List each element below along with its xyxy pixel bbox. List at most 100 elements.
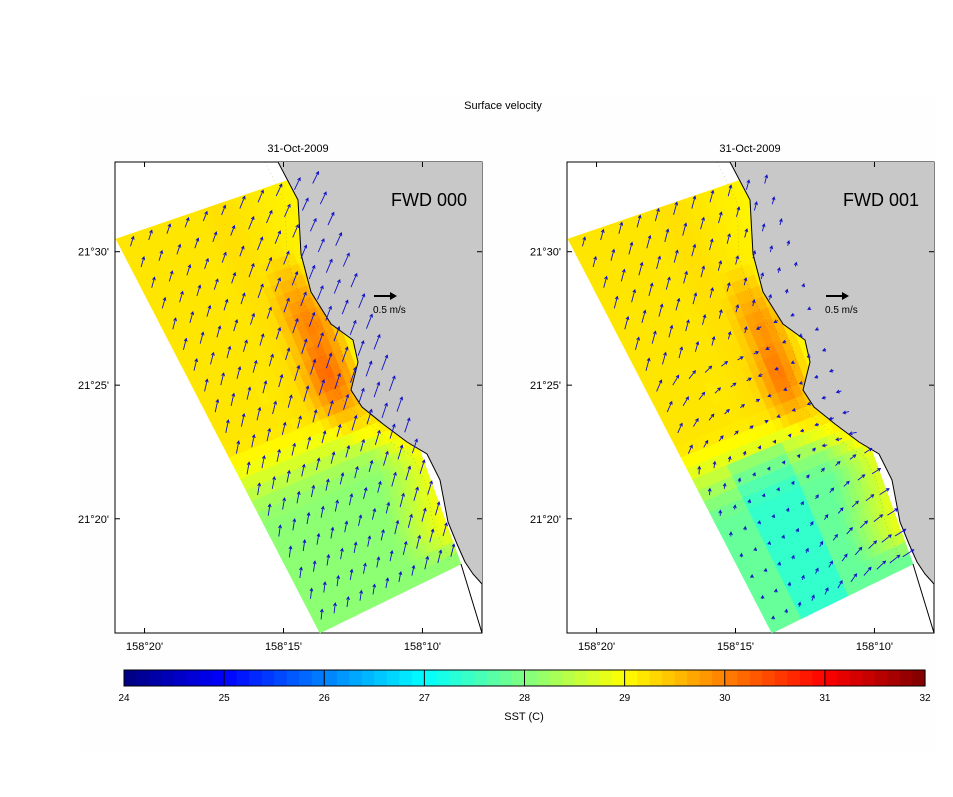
panel-right: 31-Oct-2009 FWD 001 0.5 m/s 158°20' 158°1… bbox=[530, 143, 935, 653]
velocity-arrow bbox=[326, 553, 331, 566]
velocity-arrow bbox=[864, 447, 873, 454]
velocity-arrow bbox=[381, 402, 388, 419]
velocity-arrow bbox=[749, 425, 754, 430]
velocity-arrow bbox=[194, 237, 200, 249]
velocity-arrow bbox=[212, 231, 218, 243]
velocity-arrow bbox=[809, 520, 814, 527]
velocity-arrow bbox=[641, 309, 647, 324]
x-tick-label: 158°10' bbox=[404, 641, 441, 653]
velocity-arrow bbox=[790, 360, 795, 364]
colorbar-cell bbox=[874, 670, 889, 686]
velocity-arrow bbox=[231, 271, 237, 284]
colorbar-cell bbox=[649, 670, 663, 686]
velocity-arrow bbox=[628, 241, 634, 255]
velocity-arrow bbox=[380, 528, 385, 541]
velocity-arrow bbox=[693, 417, 699, 427]
velocity-arrow bbox=[278, 524, 282, 537]
colorbar-cell bbox=[149, 670, 163, 686]
velocity-arrow bbox=[265, 256, 273, 271]
velocity-arrow bbox=[829, 368, 834, 373]
x-tick-label: 158°20' bbox=[126, 641, 163, 653]
velocity-arrow bbox=[773, 588, 778, 593]
velocity-arrow bbox=[248, 262, 255, 278]
velocity-arrow bbox=[373, 381, 381, 398]
velocity-arrow bbox=[354, 465, 359, 479]
velocity-arrow bbox=[821, 395, 827, 400]
velocity-arrow bbox=[179, 290, 184, 303]
colorbar-cell bbox=[186, 670, 200, 686]
velocity-arrow bbox=[700, 265, 706, 278]
velocity-arrow bbox=[240, 292, 246, 305]
velocity-arrow bbox=[246, 386, 252, 400]
colorbar-cell bbox=[511, 670, 526, 686]
velocity-arrow bbox=[801, 574, 805, 581]
velocity-arrow bbox=[301, 463, 306, 477]
velocity-arrow bbox=[824, 514, 829, 520]
velocity-arrow bbox=[781, 534, 785, 539]
x-tick-label: 158°15' bbox=[265, 641, 302, 653]
velocity-arrow bbox=[760, 272, 765, 280]
velocity-arrow bbox=[196, 284, 202, 297]
colorbar-cell bbox=[324, 670, 338, 686]
velocity-arrow bbox=[726, 282, 731, 292]
velocity-arrow bbox=[318, 378, 326, 396]
colorbar-cell bbox=[749, 670, 763, 686]
velocity-arrow bbox=[365, 360, 373, 377]
velocity-arrow bbox=[310, 358, 317, 375]
velocity-arrow bbox=[600, 228, 605, 241]
velocity-arrow bbox=[727, 184, 733, 197]
velocity-arrow bbox=[275, 183, 283, 197]
velocity-arrow bbox=[835, 460, 841, 466]
velocity-arrow bbox=[646, 234, 652, 249]
panel-right-run-label: FWD 001 bbox=[843, 190, 919, 210]
velocity-arrow bbox=[717, 260, 723, 271]
velocity-arrow bbox=[765, 346, 770, 350]
velocity-arrow bbox=[752, 472, 756, 477]
velocity-arrow bbox=[791, 407, 796, 412]
colorbar-cell bbox=[599, 670, 613, 686]
velocity-arrow bbox=[718, 509, 723, 516]
colorbar-ticks: 24 25 26 27 28 29 30 31 32 bbox=[118, 670, 931, 704]
velocity-arrow bbox=[781, 460, 786, 465]
velocity-arrow bbox=[881, 534, 892, 543]
velocity-arrow bbox=[776, 414, 781, 418]
velocity-arrow bbox=[281, 421, 287, 435]
colorbar-cell bbox=[249, 670, 263, 686]
velocity-arrow bbox=[317, 285, 324, 300]
x-tick-label: 158°15' bbox=[717, 641, 754, 653]
colorbar-cell bbox=[136, 670, 150, 686]
velocity-arrow bbox=[182, 337, 188, 351]
velocity-arrow bbox=[757, 445, 762, 450]
colorbar-tick-label: 24 bbox=[118, 693, 130, 704]
velocity-arrow bbox=[250, 312, 256, 325]
colorbar-cell bbox=[524, 670, 538, 686]
velocity-arrow bbox=[334, 499, 340, 512]
velocity-arrow bbox=[239, 195, 246, 209]
velocity-arrow bbox=[677, 422, 683, 434]
velocity-arrow bbox=[753, 201, 758, 211]
velocity-arrow bbox=[294, 364, 301, 381]
velocity-arrow bbox=[682, 396, 689, 407]
colorbar: 24 25 26 27 28 29 30 31 32 SST (C) bbox=[118, 669, 931, 723]
velocity-arrow bbox=[638, 261, 644, 276]
y-tick-label: 21°25' bbox=[78, 380, 109, 392]
velocity-arrow bbox=[202, 210, 208, 222]
panel-left: 31-Oct-2009 FWD 000 0.5 m/s 158°20' 158°1… bbox=[78, 143, 483, 653]
velocity-arrow bbox=[391, 471, 397, 487]
colorbar-cell bbox=[587, 670, 601, 686]
velocity-arrow bbox=[785, 507, 790, 512]
velocity-arrow bbox=[424, 555, 430, 570]
velocity-arrow bbox=[335, 232, 343, 246]
velocity-arrow bbox=[259, 333, 265, 346]
colorbar-cell bbox=[837, 670, 851, 686]
velocity-arrow bbox=[230, 224, 236, 236]
velocity-arrow bbox=[739, 404, 746, 409]
velocity-arrow bbox=[204, 378, 209, 392]
velocity-arrow bbox=[283, 297, 290, 313]
velocity-arrow bbox=[760, 594, 765, 599]
velocity-arrow bbox=[664, 228, 670, 243]
colorbar-cell bbox=[824, 670, 838, 686]
velocity-arrow bbox=[636, 214, 642, 228]
velocity-arrow bbox=[651, 330, 657, 344]
velocity-arrow bbox=[374, 429, 381, 446]
